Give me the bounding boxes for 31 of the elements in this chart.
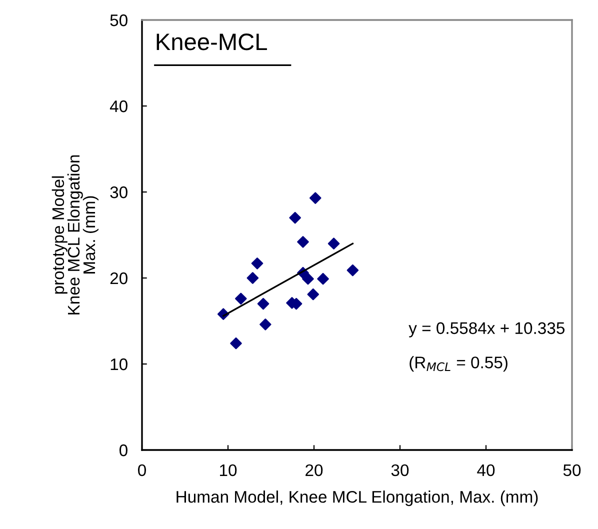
chart-title: Knee-MCL [156, 34, 267, 50]
x-tick-label: 0 [138, 464, 146, 476]
point [230, 337, 242, 350]
point [251, 257, 264, 270]
point [235, 292, 247, 305]
point [328, 238, 340, 250]
y-tick-label: 0 [119, 444, 128, 456]
y-tick-label: 30 [110, 186, 128, 198]
y-axis-title: prototype Model Knee MCL Elongation Max. (mm) [52, 155, 98, 314]
x-tick-label: 30 [391, 464, 409, 476]
y-tick-label: 50 [110, 14, 128, 26]
x-tick-label: 20 [306, 464, 323, 476]
annotation: y = 0.5584x + 10.335 [408, 322, 565, 338]
y-tick-label: 10 [110, 358, 128, 370]
x-tick-label: 10 [220, 464, 237, 476]
point [317, 272, 329, 285]
y-tick-label: 20 [110, 272, 128, 284]
y-tick-label: 40 [110, 100, 128, 112]
x-tick-label: 50 [563, 464, 581, 476]
point [297, 236, 309, 248]
x-tick-label: 40 [477, 464, 495, 476]
annotation: (R$_{MCL}$ = 0.55) [410, 356, 508, 372]
point [289, 212, 301, 224]
point [246, 272, 259, 284]
point [309, 192, 322, 204]
point [260, 318, 272, 330]
point [302, 272, 314, 285]
x-axis-title: Human Model, Knee MCL Elongation, Max. (mm) [176, 490, 538, 506]
point [346, 264, 359, 276]
point [257, 298, 270, 310]
point [307, 288, 320, 300]
